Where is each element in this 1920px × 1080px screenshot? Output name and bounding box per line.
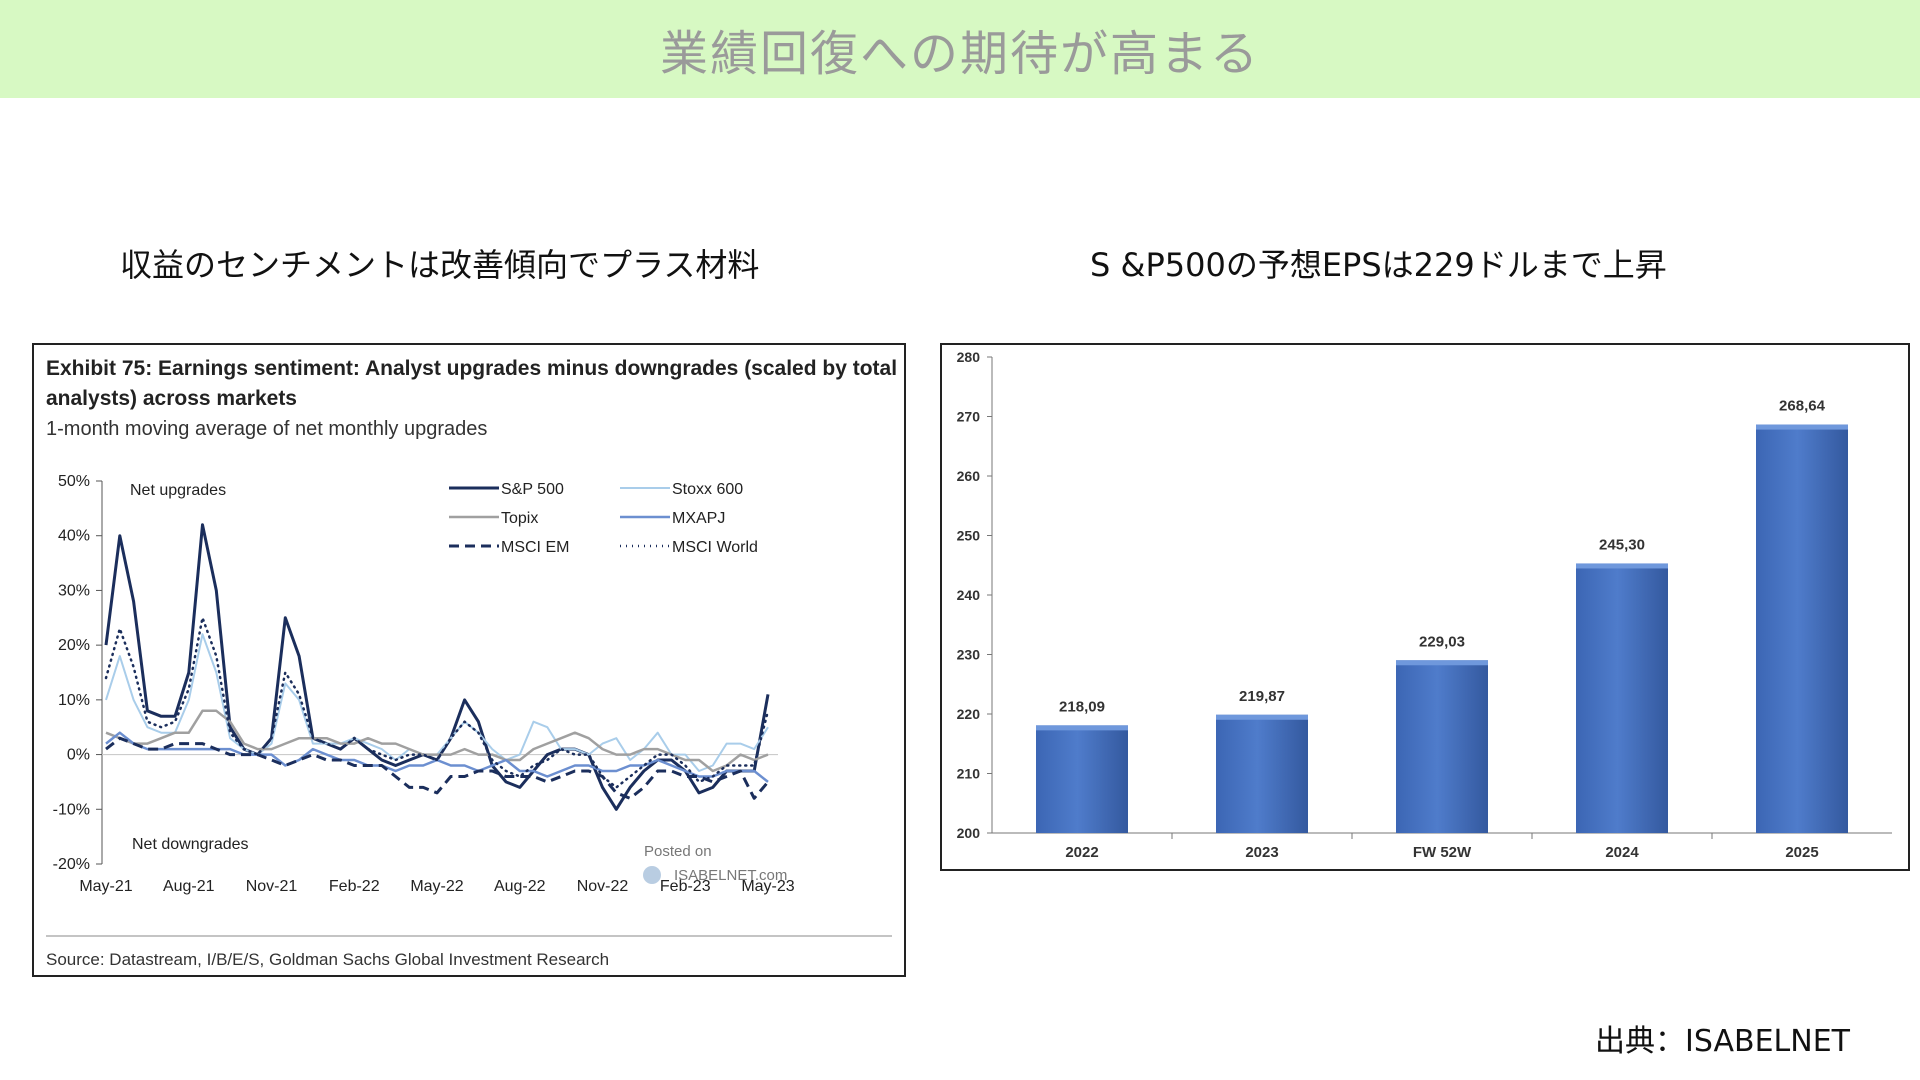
y-tick-label: 50% [58, 473, 90, 490]
y-tick-label: 30% [58, 582, 90, 599]
x-tick-label: Nov-22 [577, 878, 629, 895]
legend-label: Stoxx 600 [672, 481, 743, 498]
y-tick-label: 220 [957, 706, 981, 722]
earnings-sentiment-svg: Exhibit 75: Earnings sentiment: Analyst … [46, 357, 897, 969]
x-tick-label: Nov-21 [246, 878, 298, 895]
series-line-topix [105, 709, 769, 773]
y-tick-label: 10% [58, 692, 90, 709]
legend-label: MSCI EM [501, 539, 569, 556]
y-tick-label: 260 [957, 468, 981, 484]
source-credit: 出典：ISABELNET [1595, 1024, 1850, 1059]
x-category-label: 2023 [1245, 844, 1278, 861]
x-tick-label: Feb-23 [660, 878, 711, 895]
y-tick-label: 0% [67, 747, 90, 764]
x-category-label: 2025 [1785, 844, 1818, 861]
y-tick-label: 230 [957, 647, 981, 663]
eps-bar-cap [1036, 725, 1128, 731]
series-line-s-p-500 [104, 523, 770, 811]
y-tick-label: 280 [957, 349, 981, 365]
x-tick-label: Aug-22 [494, 878, 546, 895]
eps-value-label: 219,87 [1239, 688, 1285, 705]
exhibit-subtitle: 1-month moving average of net monthly up… [46, 418, 487, 440]
isabelnet-watermark: Posted on ISABELNET.com [643, 843, 787, 884]
x-category-label: FW 52W [1413, 844, 1472, 861]
eps-bar [1756, 424, 1848, 833]
x-tick-label: May-21 [79, 878, 132, 895]
right-chart-heading: S &P500の予想EPSは229ドルまで上昇 [1090, 246, 1667, 284]
series-line-msci-em [105, 736, 770, 800]
series-line-msci-world [104, 616, 770, 789]
eps-bar [1396, 660, 1488, 833]
eps-bar [1036, 725, 1128, 833]
exhibit-source: Source: Datastream, I/B/E/S, Goldman Sac… [46, 950, 609, 969]
y-tick-label: 200 [957, 825, 981, 841]
y-tick-label: 40% [58, 528, 90, 545]
eps-value-label: 268,64 [1779, 398, 1826, 415]
y-tick-label: 20% [58, 637, 90, 654]
globe-icon [643, 866, 661, 884]
x-tick-label: May-22 [410, 878, 463, 895]
eps-bar-cap [1756, 424, 1848, 430]
eps-value-label: 229,03 [1419, 633, 1465, 650]
y-tick-label: -10% [53, 801, 90, 818]
y-tick-label: 250 [957, 528, 981, 544]
y-tick-label: 240 [957, 587, 981, 603]
eps-bar-cap [1216, 714, 1308, 720]
page-title: 業績回復への期待が高まる [659, 26, 1260, 82]
earnings-sentiment-chart: Exhibit 75: Earnings sentiment: Analyst … [32, 343, 906, 977]
eps-bar [1576, 563, 1668, 833]
eps-bar [1216, 714, 1308, 833]
x-tick-label: Aug-21 [163, 878, 215, 895]
legend-label: Topix [501, 510, 538, 527]
exhibit-title-line-1: Exhibit 75: Earnings sentiment: Analyst … [46, 357, 897, 380]
net-upgrades-annotation: Net upgrades [130, 482, 226, 499]
legend-label: MSCI World [672, 539, 758, 556]
watermark-line-1: Posted on [644, 843, 712, 860]
x-category-label: 2022 [1065, 844, 1098, 861]
left-chart-heading: 収益のセンチメントは改善傾向でプラス材料 [120, 246, 760, 284]
net-downgrades-annotation: Net downgrades [132, 836, 249, 853]
x-category-label: 2024 [1605, 844, 1639, 861]
eps-value-label: 245,30 [1599, 536, 1645, 553]
legend-label: MXAPJ [672, 510, 725, 527]
legend-label: S&P 500 [501, 481, 564, 498]
eps-forecast-svg: 200 210 220 230 240 250 260 270 280 218,09 2022 21… [957, 349, 1892, 861]
y-tick-label: -20% [53, 856, 90, 873]
eps-bar-cap [1396, 660, 1488, 666]
exhibit-title-line-2: analysts) across markets [46, 387, 297, 410]
watermark-line-2: ISABELNET.com [674, 867, 787, 884]
eps-bar-cap [1576, 563, 1668, 569]
title-banner: 業績回復への期待が高まる [0, 0, 1920, 98]
y-tick-label: 270 [957, 409, 981, 425]
series-line-stoxx-600 [105, 633, 769, 772]
x-tick-label: Feb-22 [329, 878, 380, 895]
eps-forecast-chart: 200 210 220 230 240 250 260 270 280 218,09 2022 21… [940, 343, 1910, 871]
x-tick-label: May-23 [741, 878, 794, 895]
eps-value-label: 218,09 [1059, 698, 1105, 715]
y-tick-label: 210 [957, 766, 981, 782]
